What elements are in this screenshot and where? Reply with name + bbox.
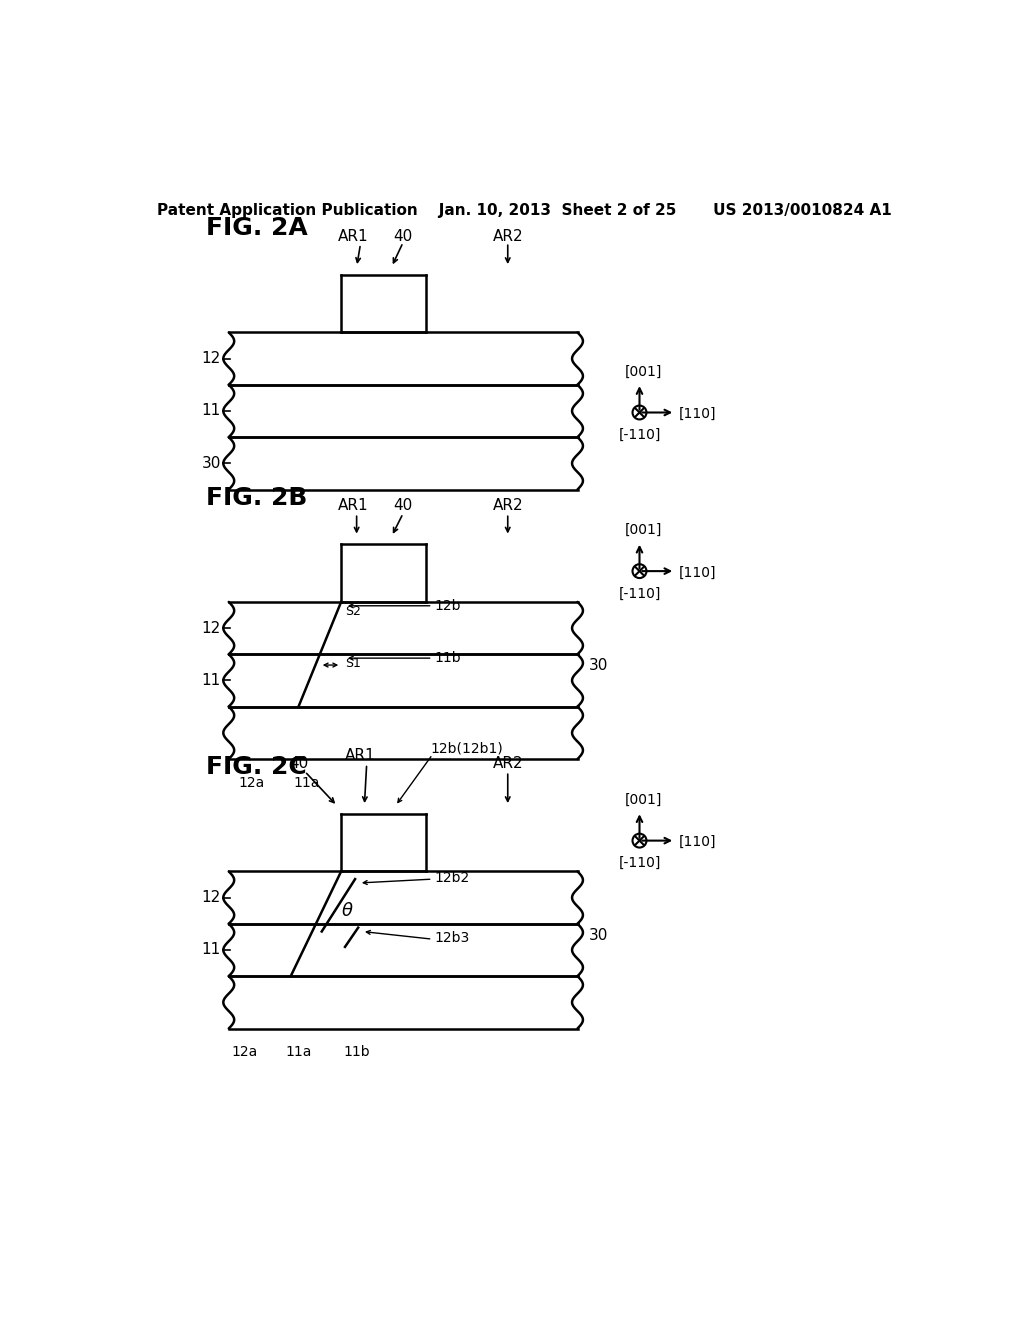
Text: 12a: 12a xyxy=(239,776,265,789)
Text: 12b2: 12b2 xyxy=(434,871,469,884)
Text: 40: 40 xyxy=(393,498,413,513)
Text: 12b: 12b xyxy=(434,599,461,612)
Text: [110]: [110] xyxy=(678,836,716,849)
Text: [001]: [001] xyxy=(625,793,663,807)
Text: AR1: AR1 xyxy=(345,748,376,763)
Text: [-110]: [-110] xyxy=(618,428,660,442)
Text: FIG. 2A: FIG. 2A xyxy=(206,216,307,240)
Text: [-110]: [-110] xyxy=(618,855,660,870)
Text: 40: 40 xyxy=(289,756,308,771)
Text: 12: 12 xyxy=(202,620,221,636)
Text: AR2: AR2 xyxy=(493,228,523,244)
Text: 12b(12b1): 12b(12b1) xyxy=(430,742,503,755)
Text: 12: 12 xyxy=(202,351,221,366)
Text: FIG. 2B: FIG. 2B xyxy=(206,486,307,510)
Text: 12: 12 xyxy=(202,890,221,906)
Text: AR1: AR1 xyxy=(338,228,368,244)
Text: [001]: [001] xyxy=(625,364,663,379)
Text: 11b: 11b xyxy=(434,651,461,665)
Text: [-110]: [-110] xyxy=(618,586,660,601)
Text: S1: S1 xyxy=(345,657,360,671)
Text: 11: 11 xyxy=(202,404,221,418)
Text: 11: 11 xyxy=(202,942,221,957)
Text: 11a: 11a xyxy=(293,776,319,789)
Text: 30: 30 xyxy=(589,659,608,673)
Text: 12b3: 12b3 xyxy=(434,931,469,945)
Text: $\theta$: $\theta$ xyxy=(341,903,353,920)
Text: 11a: 11a xyxy=(286,1045,311,1060)
Text: 30: 30 xyxy=(202,455,221,471)
Text: [110]: [110] xyxy=(678,566,716,579)
Text: AR2: AR2 xyxy=(493,498,523,513)
Text: 12a: 12a xyxy=(231,1045,257,1060)
Text: 30: 30 xyxy=(589,928,608,942)
Text: [001]: [001] xyxy=(625,523,663,537)
Text: [110]: [110] xyxy=(678,407,716,421)
Text: 40: 40 xyxy=(393,228,413,244)
Text: FIG. 2C: FIG. 2C xyxy=(206,755,306,780)
Text: AR2: AR2 xyxy=(493,756,523,771)
Text: AR1: AR1 xyxy=(338,498,368,513)
Text: 11: 11 xyxy=(202,673,221,688)
Text: 11b: 11b xyxy=(343,1045,370,1060)
Text: Patent Application Publication    Jan. 10, 2013  Sheet 2 of 25       US 2013/001: Patent Application Publication Jan. 10, … xyxy=(158,203,892,218)
Text: S2: S2 xyxy=(345,605,360,618)
